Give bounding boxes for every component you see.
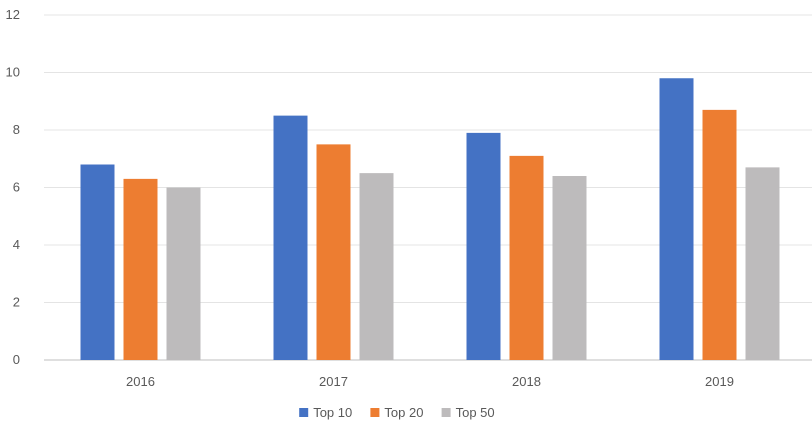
legend-label: Top 50 [456, 405, 495, 420]
bar-top-50-2018 [552, 176, 587, 360]
bar-top-10-2017 [273, 115, 308, 360]
y-axis-tick-labels: 0 2 4 6 8 10 12 [6, 7, 20, 367]
y-tick-label: 12 [6, 7, 20, 22]
legend-label: Top 10 [313, 405, 352, 420]
bar-top-10-2016 [80, 164, 115, 360]
legend-label: Top 20 [384, 405, 423, 420]
legend-swatch-top-10 [299, 408, 309, 417]
bar-top-20-2017 [316, 144, 351, 360]
y-tick-label: 10 [6, 65, 20, 80]
bar-top-50-2017 [359, 173, 394, 360]
legend-swatch-top-20 [370, 408, 380, 417]
x-axis-tick-labels: 2016 2017 2018 2019 [126, 374, 734, 389]
y-tick-label: 2 [13, 295, 20, 310]
gridlines [44, 14, 812, 361]
x-tick-label: 2017 [319, 374, 348, 389]
bar-top-50-2016 [166, 187, 201, 360]
x-tick-label: 2019 [705, 374, 734, 389]
bar-top-10-2019 [659, 78, 694, 360]
bar-top-20-2019 [702, 109, 737, 360]
bar-top-20-2018 [509, 155, 544, 360]
bar-top-10-2018 [466, 132, 501, 360]
legend-swatch-top-50 [441, 408, 451, 417]
y-tick-label: 4 [13, 237, 20, 252]
y-tick-label: 0 [13, 352, 20, 367]
bars [80, 78, 780, 360]
y-tick-label: 6 [13, 180, 20, 195]
legend: Top 10 Top 20 Top 50 [299, 405, 495, 420]
bar-top-20-2016 [123, 178, 158, 360]
x-tick-label: 2016 [126, 374, 155, 389]
bar-top-50-2019 [745, 167, 780, 360]
y-tick-label: 8 [13, 122, 20, 137]
x-tick-label: 2018 [512, 374, 541, 389]
